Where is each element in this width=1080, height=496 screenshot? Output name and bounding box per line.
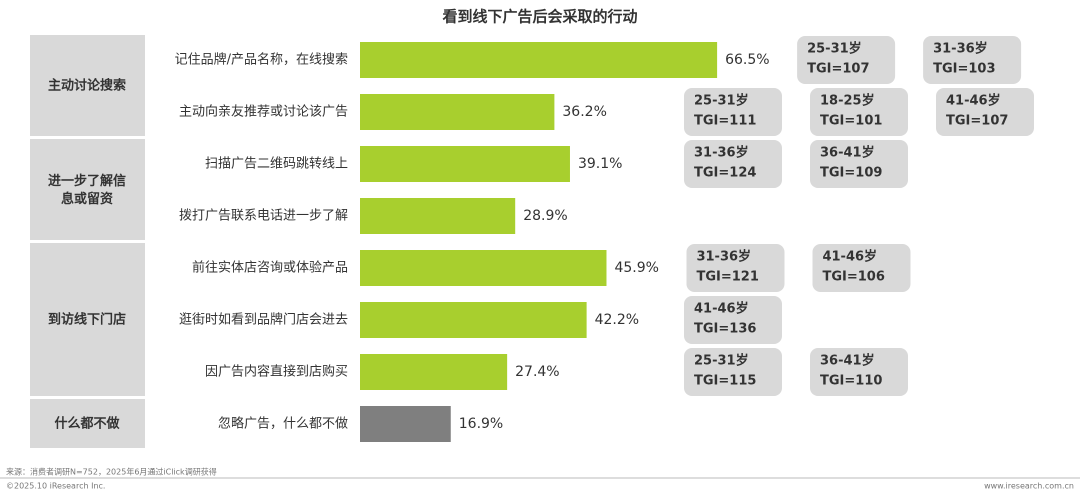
tgi-age: 31-36岁	[933, 41, 988, 57]
bar	[360, 146, 570, 182]
group-label: 主动讨论搜索	[48, 78, 126, 94]
tgi-age: 25-31岁	[807, 41, 862, 57]
tgi-value: TGI=124	[694, 166, 756, 181]
tgi-age: 25-31岁	[694, 353, 749, 369]
value-label: 45.9%	[614, 260, 658, 276]
group-label: 什么都不做	[54, 416, 119, 432]
group-box	[30, 139, 145, 240]
tgi-value: TGI=106	[822, 270, 884, 285]
tgi-box	[810, 140, 908, 188]
tgi-age: 36-41岁	[820, 353, 875, 369]
tgi-box	[684, 140, 782, 188]
bar	[360, 250, 607, 286]
tgi-age: 31-36岁	[696, 249, 751, 265]
value-label: 42.2%	[595, 312, 639, 328]
tgi-box	[684, 88, 782, 136]
tgi-age: 41-46岁	[694, 301, 749, 317]
value-label: 66.5%	[725, 52, 769, 68]
tgi-value: TGI=109	[820, 166, 882, 181]
category-label: 拨打广告联系电话进一步了解	[179, 209, 348, 224]
tgi-age: 41-46岁	[946, 93, 1001, 109]
category-label: 记住品牌/产品名称，在线搜索	[175, 52, 348, 68]
value-label: 27.4%	[515, 364, 559, 380]
tgi-value: TGI=136	[694, 322, 756, 337]
bar	[360, 198, 516, 234]
group-box	[30, 399, 145, 448]
tgi-value: TGI=107	[807, 62, 869, 77]
tgi-age: 25-31岁	[694, 93, 749, 109]
tgi-value: TGI=121	[696, 270, 758, 285]
group-box	[30, 35, 145, 136]
source: 来源：消费者调研N=752，2025年6月通过iClick调研获得	[6, 467, 217, 477]
tgi-value: TGI=107	[946, 114, 1008, 129]
value-label: 16.9%	[459, 416, 503, 432]
tgi-value: TGI=101	[820, 114, 882, 129]
category-label: 前往实体店咨询或体验产品	[192, 260, 348, 276]
category-label: 忽略广告，什么都不做	[218, 416, 348, 432]
tgi-box	[684, 296, 782, 344]
tgi-box	[810, 348, 908, 396]
bar	[360, 94, 555, 130]
tgi-box	[936, 88, 1034, 136]
bar	[360, 354, 508, 390]
chart-title: 看到线下广告后会采取的行动	[442, 8, 637, 26]
tgi-value: TGI=103	[933, 62, 995, 77]
tgi-age: 36-41岁	[820, 145, 875, 161]
category-label: 逛街时如看到品牌门店会进去	[179, 312, 348, 328]
website: www.iresearch.com.cn	[984, 482, 1074, 491]
value-label: 28.9%	[523, 208, 567, 224]
bar	[360, 302, 587, 338]
tgi-box	[684, 348, 782, 396]
tgi-age: 41-46岁	[822, 249, 877, 265]
tgi-age: 31-36岁	[694, 145, 749, 161]
bar	[360, 42, 718, 78]
group-label: 到访线下门店	[48, 312, 126, 328]
tgi-value: TGI=115	[694, 374, 756, 389]
tgi-value: TGI=110	[820, 374, 882, 389]
tgi-value: TGI=111	[694, 114, 756, 129]
tgi-box	[810, 88, 908, 136]
tgi-box	[686, 244, 785, 292]
tgi-box	[923, 36, 1022, 84]
copyright: ©2025.10 iResearch Inc.	[6, 482, 105, 491]
category-label: 主动向亲友推荐或讨论该广告	[179, 104, 348, 120]
tgi-age: 18-25岁	[820, 93, 875, 109]
bar	[360, 406, 451, 442]
tgi-box	[797, 36, 896, 84]
category-label: 因广告内容直接到店购买	[205, 364, 348, 380]
value-label: 36.2%	[562, 104, 606, 120]
value-label: 39.1%	[578, 156, 622, 172]
group-label: 进一步了解信息或留资	[48, 173, 126, 207]
group-box	[30, 243, 145, 396]
tgi-box	[812, 244, 911, 292]
category-label: 扫描广告二维码跳转线上	[205, 157, 348, 172]
